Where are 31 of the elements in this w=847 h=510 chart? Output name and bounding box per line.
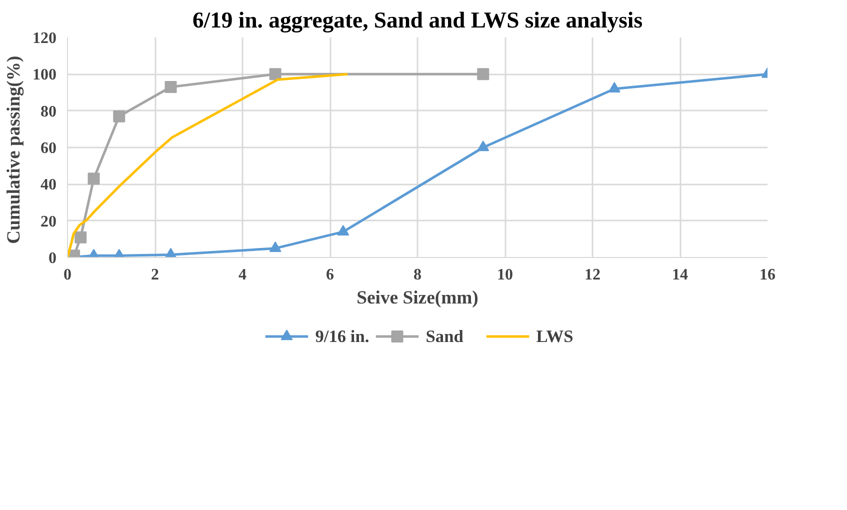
y-tick-label: 40 xyxy=(40,176,56,194)
x-tick-label: 6 xyxy=(326,266,334,284)
point xyxy=(337,224,350,236)
x-axis-title: Seive Size(mm) xyxy=(356,288,478,308)
point xyxy=(477,140,490,152)
x-tick-label: 8 xyxy=(414,266,422,284)
point xyxy=(88,172,100,185)
legend-label: LWS xyxy=(536,327,574,346)
y-tick-label: 0 xyxy=(48,250,56,267)
point xyxy=(113,110,126,122)
y-tick-label: 100 xyxy=(32,66,56,84)
point xyxy=(269,241,282,252)
x-tick-label: 14 xyxy=(672,266,688,284)
y-tick-label: 60 xyxy=(40,140,56,157)
y-tick-label: 120 xyxy=(32,30,56,47)
x-tick-label: 16 xyxy=(760,266,776,284)
point xyxy=(608,82,620,93)
point xyxy=(477,68,490,80)
x-tick-label: 0 xyxy=(64,266,72,284)
x-tick-label: 4 xyxy=(238,266,246,284)
legend-label: 9/16 in. xyxy=(315,327,370,346)
y-axis-title: Cumulative passing(%) xyxy=(4,56,24,244)
point xyxy=(164,81,177,93)
point xyxy=(269,68,282,80)
chart-title: 6/19 in. aggregate, Sand and LWS size analysis xyxy=(192,8,643,32)
y-tick-label: 20 xyxy=(40,213,56,230)
y-tick-label: 80 xyxy=(40,103,56,120)
legend-label: Sand xyxy=(426,327,464,346)
x-tick-label: 2 xyxy=(151,266,159,284)
x-tick-label: 12 xyxy=(584,266,600,284)
x-tick-label: 10 xyxy=(497,266,513,284)
